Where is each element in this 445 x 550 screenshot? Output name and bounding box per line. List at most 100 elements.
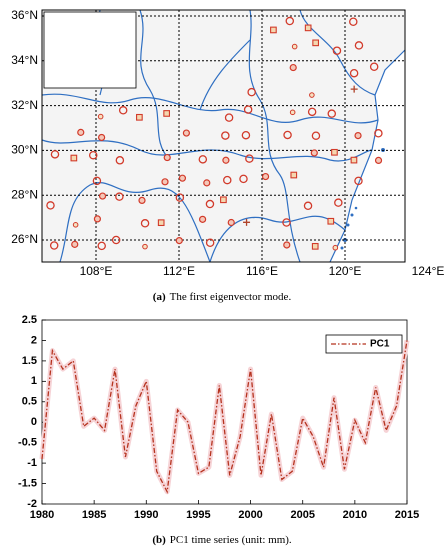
station-marker <box>243 105 253 114</box>
station-marker <box>332 244 339 251</box>
station-marker <box>198 155 208 164</box>
station-marker <box>97 241 106 251</box>
x-tick-label: 2010 <box>343 509 367 521</box>
caption-label: (a) <box>153 291 166 303</box>
caption-label: (b) <box>152 534 166 546</box>
station-marker <box>136 113 143 121</box>
station-marker <box>205 199 215 209</box>
chart-layer: -2 -1.5 -1 -0.5 0 0.5 1 1.5 2 2.5 1980 1985 1990 1995… <box>18 314 419 521</box>
station-marker <box>161 178 169 186</box>
station-marker <box>199 215 207 223</box>
y-tick-label: 0 <box>31 416 37 428</box>
station-marker <box>289 109 296 116</box>
x-tick-label: 1980 <box>30 509 54 521</box>
y-tick-label: 0.5 <box>22 396 37 408</box>
station-marker <box>203 179 211 187</box>
station-marker <box>71 240 79 248</box>
station-marker <box>111 235 121 245</box>
station-marker <box>283 241 291 249</box>
station-marker <box>332 46 342 55</box>
station-marker <box>349 17 358 27</box>
station-marker <box>310 149 318 157</box>
station-marker <box>223 175 232 185</box>
station-marker <box>93 215 102 223</box>
station-marker <box>50 150 60 159</box>
caption-a: (a) The first eigenvector mode. <box>153 291 292 303</box>
station-marker <box>309 92 315 98</box>
station-marker <box>247 87 256 97</box>
station-marker <box>97 113 104 120</box>
lon-tick-label: 116°E <box>246 264 278 278</box>
station-marker <box>157 219 165 227</box>
caption-text: The first eigenvector mode. <box>170 291 292 303</box>
lat-tick-label: 28°N <box>11 187 38 201</box>
station-marker <box>354 41 364 50</box>
x-tick-label: 1995 <box>186 509 210 521</box>
lat-tick-label: 26°N <box>11 232 38 246</box>
station-marker <box>88 150 98 160</box>
lon-tick-label: 120°E <box>329 264 362 278</box>
station-marker <box>350 85 358 93</box>
station-marker <box>282 218 291 227</box>
station-marker <box>239 174 248 184</box>
station-marker <box>241 130 251 140</box>
station-marker <box>115 192 124 201</box>
station-marker <box>285 16 295 26</box>
station-marker <box>307 107 317 117</box>
series-line <box>41 340 408 494</box>
map-frame <box>41 9 406 263</box>
station-marker <box>349 68 359 78</box>
station-marker <box>49 241 59 250</box>
station-marker <box>221 131 230 140</box>
caption-text: PC1 time series (unit: mm). <box>170 534 292 546</box>
station-marker <box>311 131 321 140</box>
station-marker <box>220 196 227 204</box>
station-marker <box>331 148 338 156</box>
station-marker <box>92 176 102 186</box>
map-legend <box>43 11 137 89</box>
x-tick-label: 1990 <box>134 509 158 521</box>
y-tick-label: 1.5 <box>22 355 37 367</box>
station-marker <box>142 243 148 250</box>
station-marker <box>270 26 277 34</box>
station-marker <box>312 39 320 47</box>
station-marker <box>374 129 383 138</box>
y-tick-label: -1.5 <box>18 477 37 489</box>
station-marker <box>178 174 187 182</box>
lat-tick-label: 32°N <box>11 98 38 112</box>
station-marker <box>175 193 185 202</box>
station-marker <box>163 110 170 117</box>
station-marker <box>182 129 190 137</box>
y-tick-label: 2 <box>31 334 37 346</box>
y-tick-label: -1 <box>27 457 37 469</box>
station-marker <box>243 218 251 226</box>
station-marker <box>354 176 363 186</box>
lon-tick-label: 112°E <box>163 264 195 278</box>
station-marker <box>205 238 215 248</box>
lat-tick-label: 36°N <box>11 8 38 22</box>
station-marker <box>175 237 183 245</box>
station-marker <box>334 198 343 207</box>
station-marker <box>72 222 79 228</box>
station-marker <box>350 156 358 164</box>
station-marker <box>222 156 230 164</box>
station-marker <box>98 133 106 142</box>
station-marker <box>291 43 298 50</box>
station-marker <box>224 113 234 122</box>
station-marker <box>138 196 146 204</box>
x-tick-label: 2000 <box>238 509 262 521</box>
station-marker <box>140 219 150 228</box>
station-marker <box>98 192 107 200</box>
caption-b: (b) PC1 time series (unit: mm). <box>152 534 292 546</box>
legend-label: PC1 <box>370 339 390 350</box>
lat-tick-label: 30°N <box>11 143 38 157</box>
station-marker <box>163 153 171 162</box>
station-marker <box>261 172 270 181</box>
x-tick-label: 1985 <box>82 509 106 521</box>
y-tick-label: 1 <box>31 375 37 387</box>
station-marker <box>289 63 297 72</box>
station-marker <box>303 201 313 211</box>
y-tick-label: -0.5 <box>18 437 37 449</box>
lon-tick-label: 124°E <box>412 264 445 278</box>
x-tick-label: 2015 <box>395 509 419 521</box>
